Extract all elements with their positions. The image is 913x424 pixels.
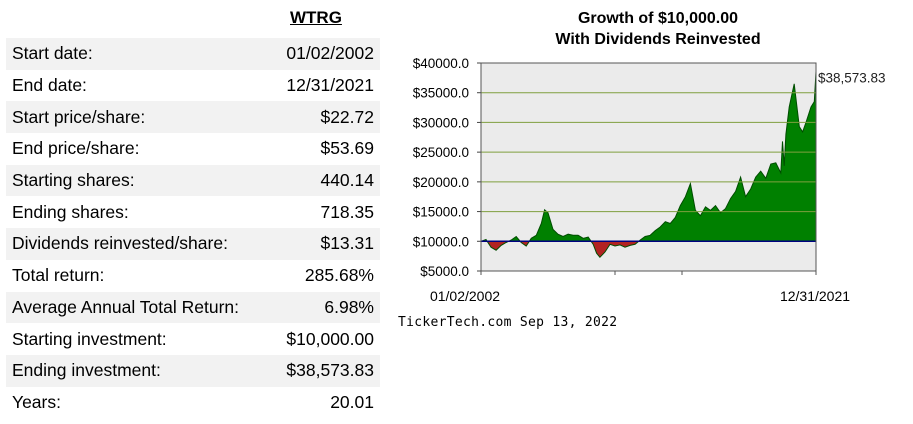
chart-title-line1: Growth of $10,000.00 bbox=[577, 10, 739, 27]
stat-label: End price/share: bbox=[12, 138, 140, 159]
ticker-symbol: WTRG bbox=[290, 8, 342, 27]
stat-label: Average Annual Total Return: bbox=[12, 296, 240, 317]
stats-row: Years: 20.01 bbox=[6, 387, 380, 419]
stat-label: Ending investment: bbox=[12, 360, 161, 381]
stat-label: Starting shares: bbox=[12, 170, 135, 191]
stats-row: Ending investment: $38,573.83 bbox=[6, 354, 380, 387]
x-start-label: 01/02/2002 bbox=[430, 288, 500, 304]
series-line bbox=[480, 71, 817, 259]
y-tick-label: $35000.0 bbox=[413, 86, 469, 101]
y-tick-label: $5000.0 bbox=[420, 264, 469, 279]
stats-row: Starting shares: 440.14 bbox=[6, 164, 380, 197]
stats-row: Dividends reinvested/share: $13.31 bbox=[6, 228, 380, 260]
stats-table: Start date: 01/02/2002 End date: 12/31/2021… bbox=[6, 38, 380, 418]
stat-value: $38,573.83 bbox=[286, 360, 374, 381]
stats-row: Starting investment: $10,000.00 bbox=[6, 323, 380, 355]
stat-value: 20.01 bbox=[330, 391, 374, 412]
source-footer: TickerTech.com Sep 13, 2022 bbox=[398, 315, 618, 330]
stat-label: Start price/share: bbox=[12, 106, 146, 127]
area-above-baseline bbox=[481, 71, 816, 242]
y-tick-label: $10000.0 bbox=[413, 234, 469, 249]
y-tick-label: $30000.0 bbox=[413, 115, 469, 130]
y-tick-label: $20000.0 bbox=[413, 175, 469, 190]
stat-label: Start date: bbox=[12, 43, 93, 64]
stat-value: $10,000.00 bbox=[286, 328, 374, 349]
plot-border bbox=[480, 62, 817, 272]
stat-label: Dividends reinvested/share: bbox=[12, 233, 228, 254]
stats-row: Total return: 285.68% bbox=[6, 260, 380, 292]
y-tick-label: $25000.0 bbox=[413, 145, 469, 160]
stat-label: Total return: bbox=[12, 265, 105, 286]
stat-value: $53.69 bbox=[320, 138, 374, 159]
stat-value: 01/02/2002 bbox=[286, 43, 374, 64]
stats-row: Start date: 01/02/2002 bbox=[6, 38, 380, 70]
end-value-label: $38,573.83 bbox=[818, 71, 886, 86]
stat-value: 285.68% bbox=[304, 265, 374, 286]
stats-row: End date: 12/31/2021 bbox=[6, 70, 380, 102]
chart-title: Growth of $10,000.00 With Dividends Rein… bbox=[500, 8, 816, 50]
stat-label: Starting investment: bbox=[12, 328, 167, 349]
stat-label: End date: bbox=[12, 75, 87, 96]
y-tick-label: $40000.0 bbox=[413, 56, 469, 71]
chart-title-line2: With Dividends Reinvested bbox=[555, 31, 761, 48]
stat-label: Years: bbox=[12, 391, 61, 412]
stat-value: 12/31/2021 bbox=[286, 75, 374, 96]
stats-row: End price/share: $53.69 bbox=[6, 133, 380, 165]
stats-row: Average Annual Total Return: 6.98% bbox=[6, 291, 380, 324]
x-end-label: 12/31/2021 bbox=[780, 288, 850, 304]
stat-value: 718.35 bbox=[320, 201, 374, 222]
stat-value: $22.72 bbox=[320, 106, 374, 127]
stat-label: Ending shares: bbox=[12, 201, 129, 222]
stat-value: 440.14 bbox=[320, 170, 374, 191]
stats-row: Ending shares: 718.35 bbox=[6, 196, 380, 228]
stats-row: Start price/share: $22.72 bbox=[6, 101, 380, 134]
stat-value: 6.98% bbox=[324, 296, 374, 317]
stat-value: $13.31 bbox=[320, 233, 374, 254]
y-tick-label: $15000.0 bbox=[413, 205, 469, 220]
